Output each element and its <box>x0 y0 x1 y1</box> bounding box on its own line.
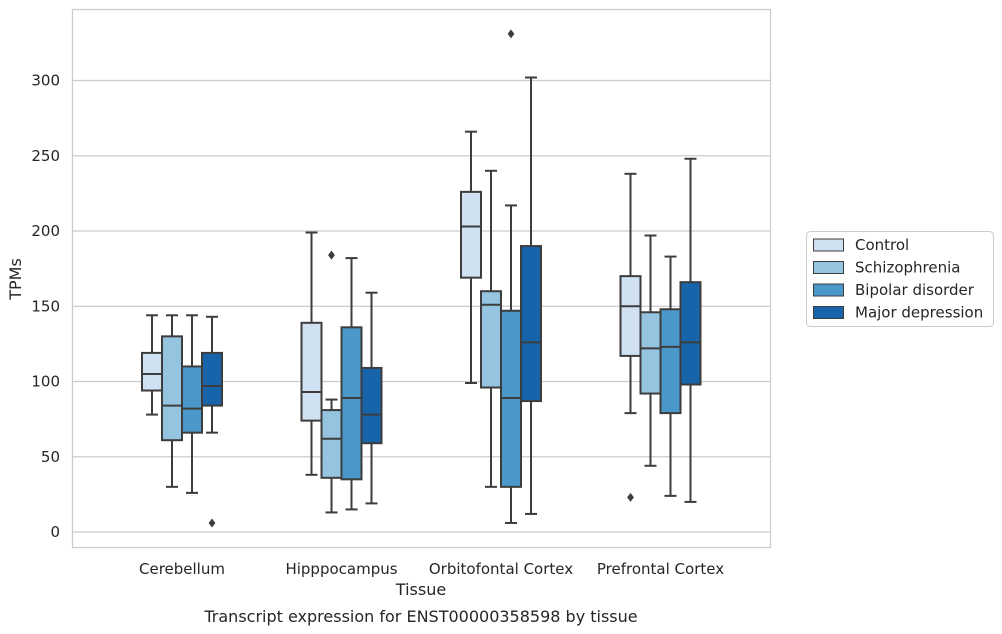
iqr-box <box>161 335 183 442</box>
x-tick-label: Hipppocampus <box>285 560 397 578</box>
y-tick-label: 250 <box>31 147 60 165</box>
box-3-3 <box>679 157 702 503</box>
y-axis-label: TPMs <box>6 258 25 301</box>
outlier-point <box>627 492 634 502</box>
legend-swatch <box>813 283 844 297</box>
grid-lines <box>73 79 770 533</box>
iqr-box <box>520 245 542 403</box>
outlier-point <box>328 250 335 260</box>
box-0-3 <box>201 315 223 528</box>
legend-swatch <box>813 238 844 252</box>
box-0-0 <box>141 314 163 416</box>
legend-item: Control <box>813 236 909 254</box>
box-2-0 <box>460 130 482 385</box>
iqr-box <box>659 308 682 415</box>
legend-item: Major depression <box>813 304 983 322</box>
legend-item: Bipolar disorder <box>813 281 975 299</box>
legend-frame <box>806 231 994 327</box>
legend-label: Schizophrenia <box>855 259 960 277</box>
iqr-box <box>300 321 323 422</box>
y-tick-label: 0 <box>50 523 60 541</box>
legend-label: Control <box>855 236 909 254</box>
outlier-point <box>208 518 216 528</box>
x-axis-ticks: Cerebellum Hipppocampus Orbitofontal Corte… <box>139 560 724 578</box>
x-tick-label: Orbitofontal Cortex <box>429 560 573 578</box>
y-tick-label: 300 <box>31 72 60 90</box>
box-2-2 <box>500 29 522 524</box>
box-0-2 <box>181 314 203 494</box>
box-3-0 <box>619 172 642 502</box>
y-tick-label: 200 <box>31 222 60 240</box>
x-tick-label: Prefrontal Cortex <box>597 560 724 578</box>
box-plots <box>141 29 702 528</box>
legend-label: Major depression <box>855 304 983 322</box>
iqr-box <box>141 351 163 392</box>
iqr-box <box>679 281 702 386</box>
box-0-1 <box>161 314 183 488</box>
legend-item: Schizophrenia <box>813 259 960 277</box>
box-1-3 <box>360 291 383 505</box>
iqr-box <box>340 326 363 481</box>
x-axis-label: Tissue <box>395 580 446 599</box>
outlier-point <box>507 29 515 39</box>
plot-frame <box>71 8 772 549</box>
iqr-box <box>201 351 223 407</box>
legend-swatch <box>813 306 844 319</box>
box-1-2 <box>340 257 363 511</box>
y-axis-ticks: 0 50 100 150 200 250 300 <box>31 72 60 542</box>
legend-swatch <box>813 261 844 274</box>
y-tick-label: 50 <box>41 448 60 466</box>
y-tick-label: 100 <box>31 373 60 391</box>
box-3-2 <box>659 255 682 497</box>
legend-label: Bipolar disorder <box>855 281 975 299</box>
chart-title: Transcript expression for ENST0000035859… <box>203 607 637 626</box>
box-2-1 <box>480 169 502 488</box>
iqr-box <box>181 365 203 434</box>
iqr-box <box>639 311 662 395</box>
iqr-box <box>619 275 642 357</box>
iqr-box <box>320 409 343 479</box>
y-tick-label: 150 <box>31 297 60 315</box>
box-2-3 <box>520 76 542 515</box>
legend: Control Schizophrenia Bipolar disorder Majo… <box>806 231 994 327</box>
box-3-1 <box>639 234 662 467</box>
x-tick-label: Cerebellum <box>139 560 225 578</box>
box-1-0 <box>300 231 323 476</box>
iqr-box <box>360 366 383 445</box>
iqr-box <box>460 190 482 279</box>
